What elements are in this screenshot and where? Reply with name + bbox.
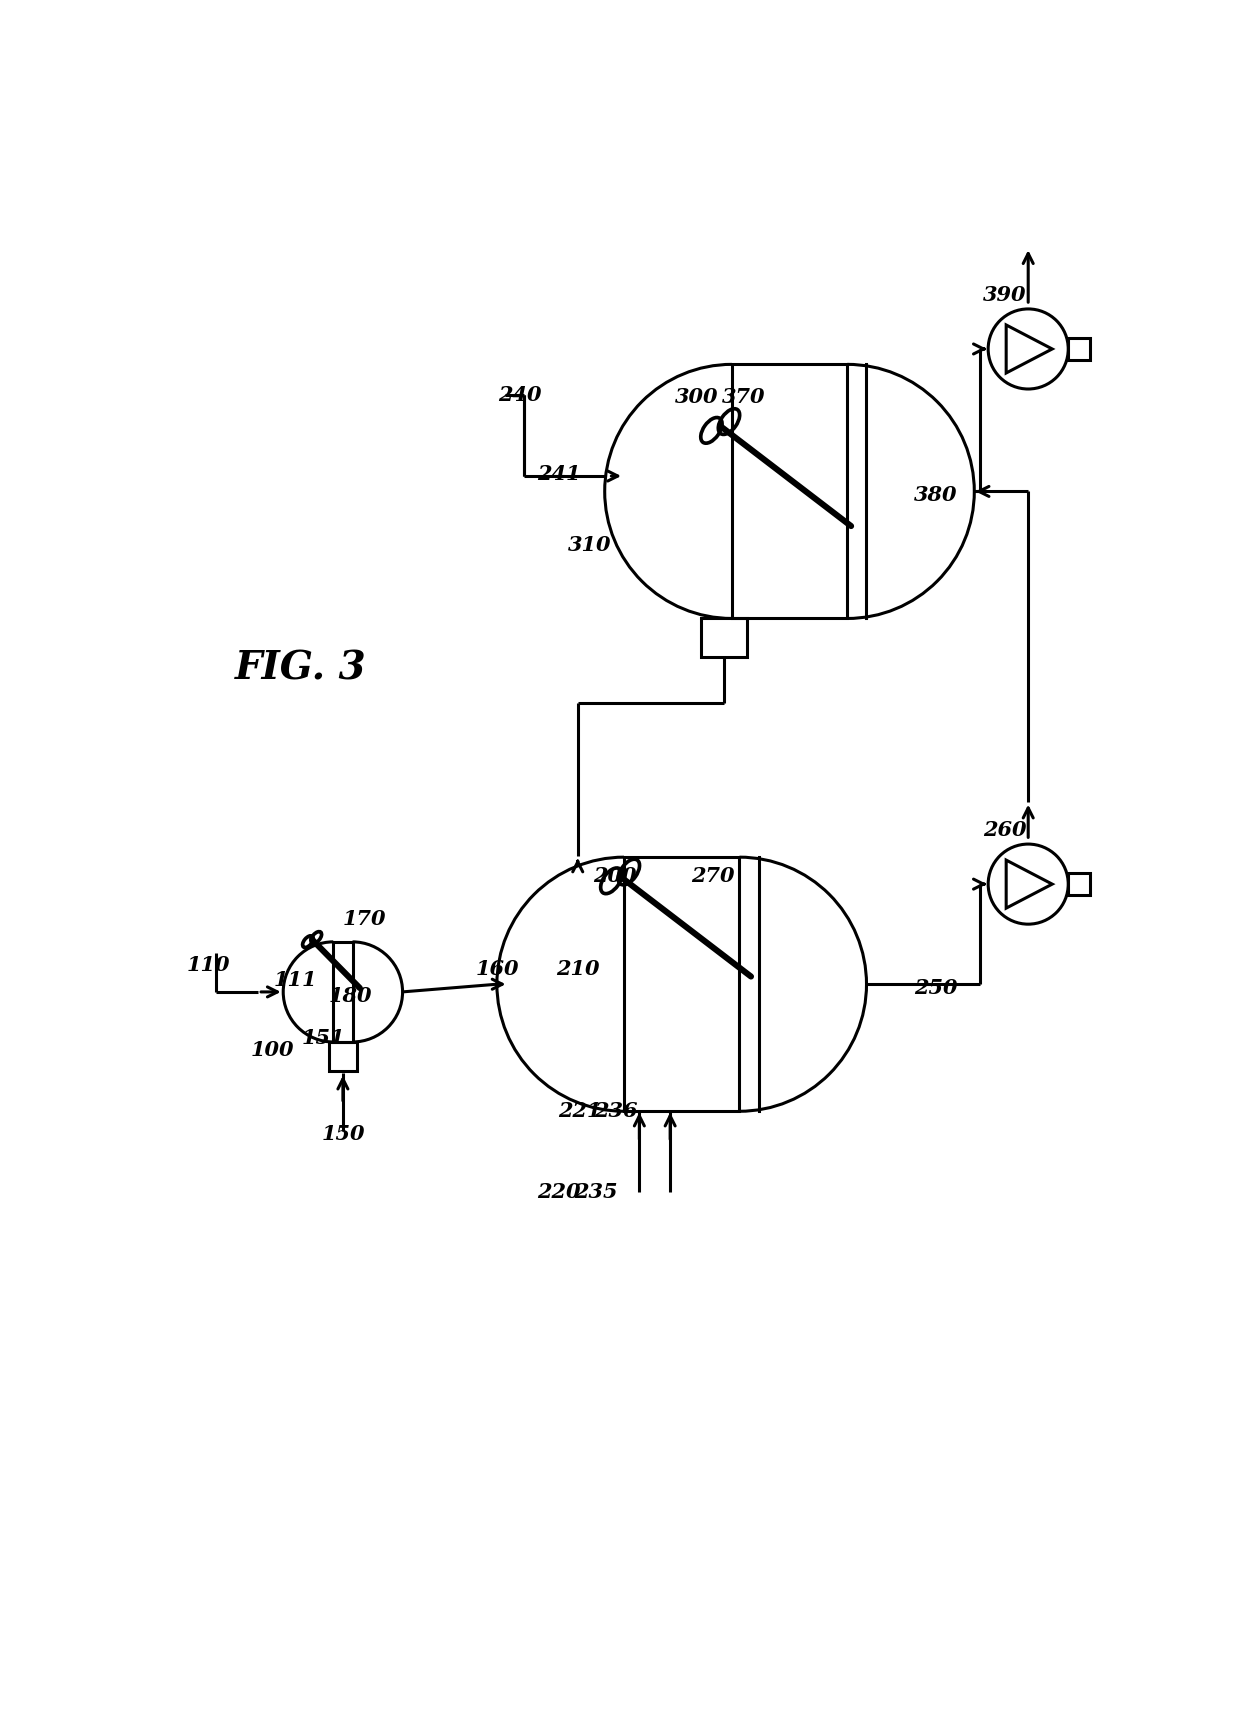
Text: 240: 240 — [498, 386, 542, 404]
Text: 150: 150 — [321, 1124, 365, 1144]
Text: 221: 221 — [558, 1101, 601, 1122]
Bar — [701, 618, 748, 657]
Text: 220: 220 — [537, 1182, 580, 1203]
Text: FIG. 3: FIG. 3 — [236, 649, 367, 687]
Text: 100: 100 — [250, 1039, 294, 1060]
Text: 260: 260 — [983, 821, 1027, 840]
Text: 241: 241 — [537, 465, 580, 485]
Text: 380: 380 — [914, 485, 957, 506]
Bar — [1068, 337, 1090, 360]
Bar — [334, 941, 352, 1041]
Text: 151: 151 — [301, 1027, 346, 1048]
Text: 235: 235 — [574, 1182, 618, 1203]
Bar — [329, 1041, 357, 1070]
Text: 300: 300 — [676, 387, 719, 408]
Text: 200: 200 — [593, 866, 636, 886]
Bar — [1068, 873, 1090, 895]
Text: 170: 170 — [342, 909, 386, 929]
Bar — [624, 857, 739, 1112]
Bar — [732, 365, 847, 618]
Text: 180: 180 — [329, 986, 372, 1005]
Text: 236: 236 — [594, 1101, 639, 1122]
Text: 370: 370 — [722, 387, 765, 408]
Text: 210: 210 — [556, 959, 599, 979]
Text: 160: 160 — [475, 959, 518, 979]
Text: 250: 250 — [914, 978, 957, 998]
Text: 111: 111 — [273, 971, 317, 990]
Text: 390: 390 — [983, 286, 1027, 305]
Text: 270: 270 — [691, 866, 734, 886]
Text: 310: 310 — [568, 535, 611, 556]
Text: 110: 110 — [186, 955, 229, 976]
